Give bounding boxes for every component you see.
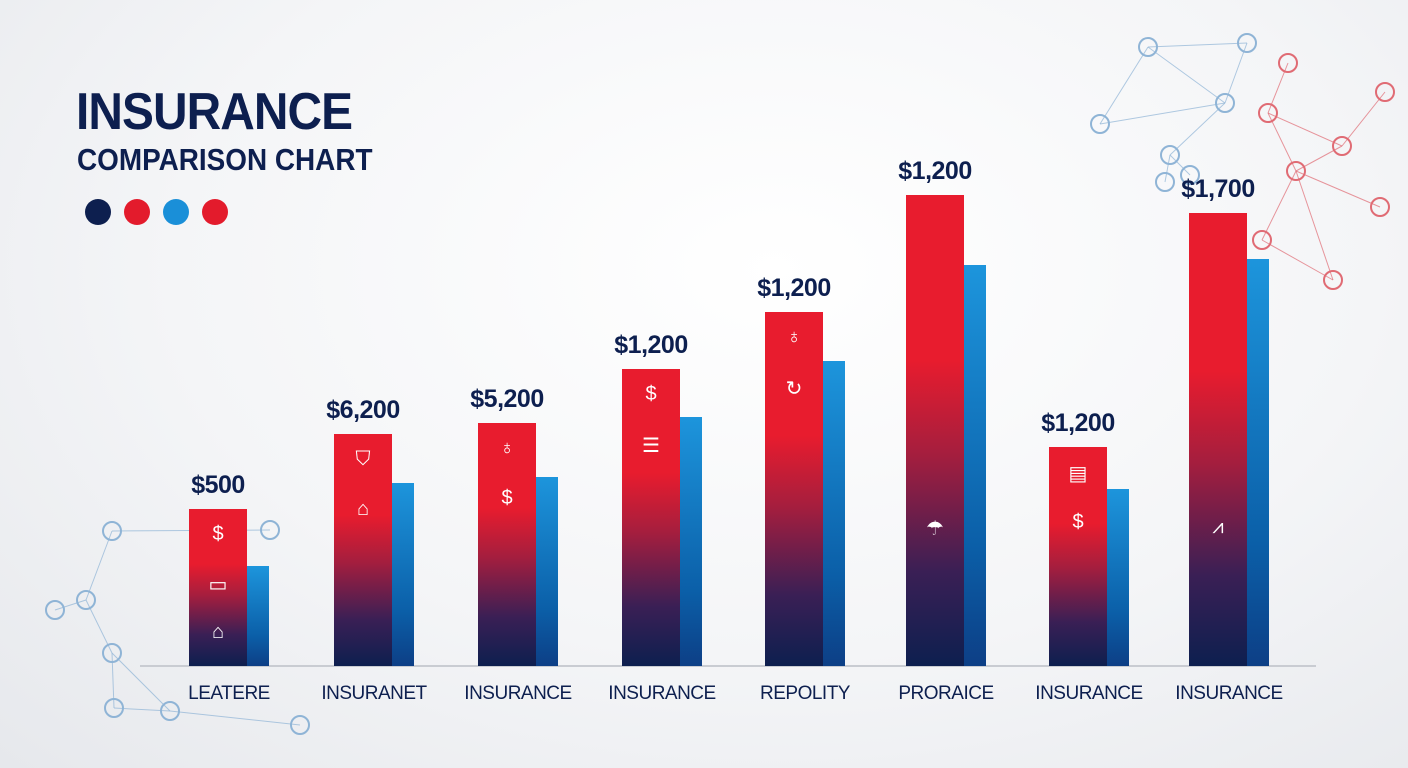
network-line — [54, 599, 87, 611]
bar-secondary — [680, 417, 702, 666]
document-icon: ☰ — [642, 435, 660, 457]
dollar-icon: $ — [645, 383, 657, 405]
chart-title: INSURANCE — [76, 83, 353, 141]
network-line — [1147, 42, 1248, 48]
legend-dot — [202, 199, 228, 225]
network-node — [1252, 230, 1272, 250]
network-node — [1090, 114, 1110, 134]
value-label: $1,700 — [1181, 175, 1255, 203]
network-line — [111, 652, 171, 712]
network-node — [260, 520, 280, 540]
network-line — [1164, 154, 1171, 183]
network-node — [1215, 93, 1235, 113]
category-label: REPOLITY — [760, 683, 850, 704]
category-label: LEATERE — [188, 683, 270, 704]
bar-primary — [622, 369, 680, 666]
piggy-bank-icon: ♁ — [786, 326, 802, 348]
network-line — [169, 710, 301, 726]
network-line — [1295, 145, 1343, 172]
bar-primary — [765, 312, 823, 666]
bar-primary — [906, 195, 964, 666]
bar-primary — [478, 423, 536, 666]
wallet-icon: ▭ — [208, 574, 228, 597]
chart-subtitle: COMPARISON CHART — [77, 142, 373, 177]
umbrella-icon: ☂ — [926, 518, 944, 540]
network-line — [1261, 170, 1297, 241]
network-node — [1286, 161, 1306, 181]
network-node — [1155, 172, 1175, 192]
refresh-icon: ↻ — [785, 378, 803, 400]
network-line — [1295, 170, 1381, 208]
invoice-icon: ▤ — [1068, 463, 1088, 485]
network-node — [1138, 37, 1158, 57]
piggy-bank-icon: ♁ — [499, 437, 515, 459]
category-label: INSURANET — [321, 683, 427, 704]
network-line — [1224, 42, 1248, 104]
dollar-icon: $ — [501, 487, 513, 509]
network-line — [1341, 91, 1386, 147]
value-label: $6,200 — [326, 396, 400, 424]
network-node — [102, 643, 122, 663]
home-icon: ⌂ — [211, 621, 225, 644]
legend-dot — [163, 199, 189, 225]
network-line — [1099, 102, 1226, 125]
bar-secondary — [823, 361, 845, 666]
bar-secondary — [1107, 489, 1129, 666]
network-line — [1147, 46, 1226, 104]
category-label: PRORAICE — [898, 683, 994, 704]
category-label: INSURANCE — [608, 683, 716, 704]
network-node — [104, 698, 124, 718]
network-node — [1323, 270, 1343, 290]
network-line — [1169, 154, 1191, 176]
x-axis-line — [140, 665, 1316, 667]
bar-secondary — [536, 477, 558, 666]
bar-secondary — [1247, 259, 1269, 666]
network-line — [1261, 239, 1334, 281]
bar-primary — [1049, 447, 1107, 666]
network-line — [1295, 170, 1334, 281]
network-line — [1169, 102, 1226, 156]
bar-primary — [1189, 213, 1247, 666]
value-label: $500 — [191, 471, 245, 499]
home-icon: ⌂ — [356, 498, 370, 520]
bar-secondary — [247, 566, 269, 666]
category-label: INSURANCE — [1035, 683, 1143, 704]
network-line — [1267, 112, 1343, 147]
network-node — [1160, 145, 1180, 165]
network-node — [290, 715, 310, 735]
legend-dot — [85, 199, 111, 225]
value-label: $1,200 — [614, 331, 688, 359]
category-label: INSURANCE — [1175, 683, 1283, 704]
dollar-icon: $ — [212, 523, 224, 545]
dollar-icon: $ — [1072, 511, 1084, 533]
value-label: $1,200 — [757, 274, 831, 302]
shield-icon: ⛉ — [355, 448, 371, 470]
legend-dot — [124, 199, 150, 225]
value-label: $1,200 — [1041, 409, 1115, 437]
bar-secondary — [964, 265, 986, 666]
network-node — [1278, 53, 1298, 73]
bar-primary — [334, 434, 392, 666]
network-node — [1180, 165, 1200, 185]
network-node — [160, 701, 180, 721]
bar-primary — [189, 509, 247, 666]
network-line — [1267, 112, 1297, 172]
chart-icon: ⩘ — [1212, 516, 1224, 538]
network-line — [85, 530, 113, 601]
value-label: $1,200 — [898, 157, 972, 185]
network-node — [1258, 103, 1278, 123]
category-label: INSURANCE — [464, 683, 572, 704]
bar-secondary — [392, 483, 414, 666]
value-label: $5,200 — [470, 385, 544, 413]
network-node — [1375, 82, 1395, 102]
network-node — [1237, 33, 1257, 53]
network-node — [76, 590, 96, 610]
network-line — [1099, 46, 1149, 125]
network-node — [45, 600, 65, 620]
network-node — [1332, 136, 1352, 156]
network-node — [1370, 197, 1390, 217]
network-node — [102, 521, 122, 541]
